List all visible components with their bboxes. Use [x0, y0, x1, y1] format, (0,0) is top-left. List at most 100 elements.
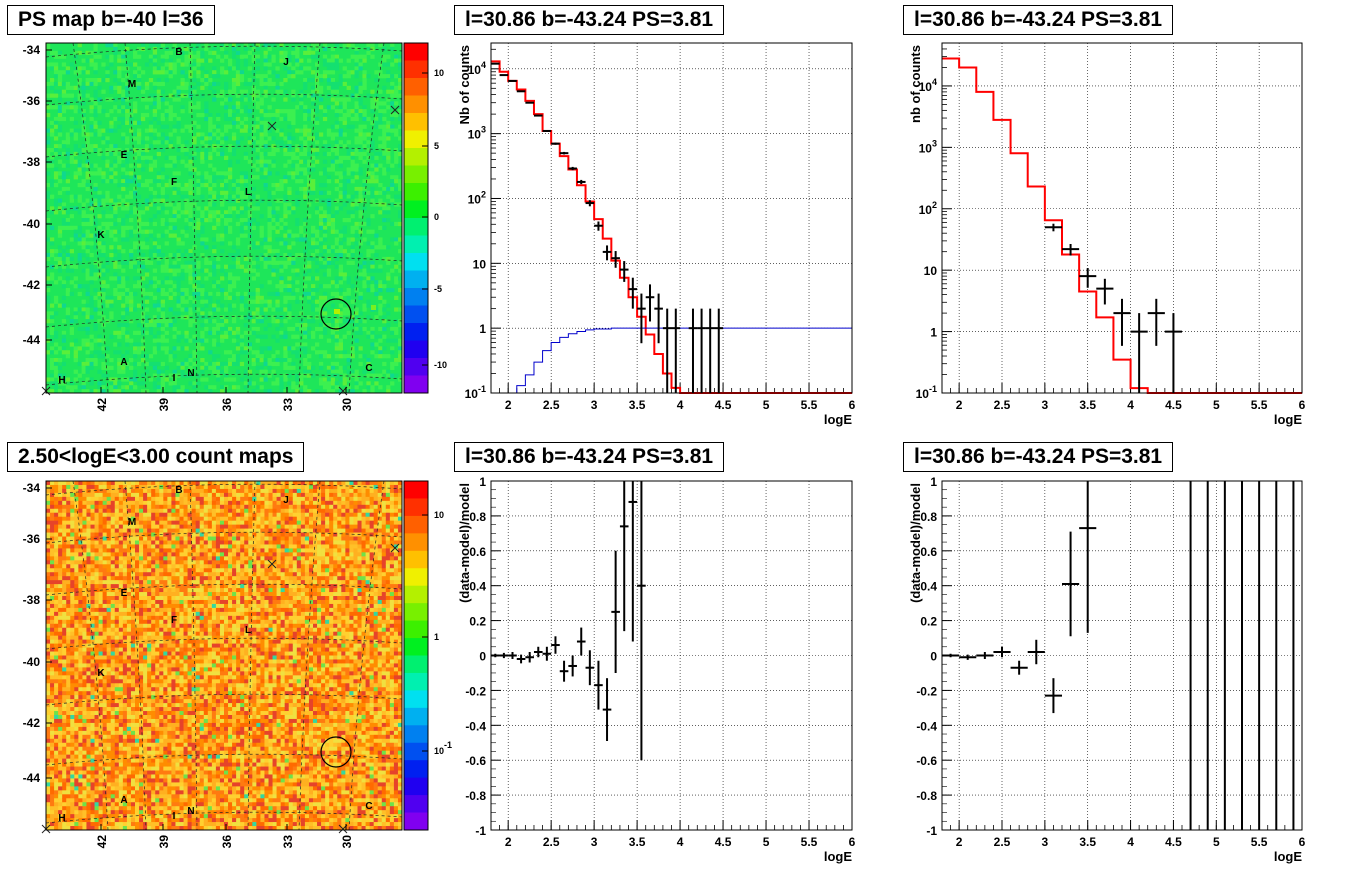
- map-pixel: [61, 241, 67, 246]
- map-pixel: [74, 584, 79, 589]
- map-pixel: [152, 43, 158, 48]
- map-pixel: [307, 260, 312, 265]
- map-pixel: [121, 58, 126, 63]
- map-pixel: [303, 389, 308, 394]
- map-pixel: [74, 782, 79, 787]
- map-pixel: [129, 171, 134, 176]
- map-pixel: [65, 151, 71, 157]
- map-pixel: [66, 786, 71, 791]
- map-pixel: [85, 276, 90, 281]
- map-pixel: [338, 272, 343, 277]
- map-pixel: [251, 120, 256, 125]
- map-pixel: [136, 284, 142, 289]
- map-pixel: [78, 603, 83, 609]
- map-pixel: [370, 330, 375, 335]
- map-pixel: [61, 373, 67, 378]
- x-tick-label: 3.5: [629, 398, 646, 412]
- map-pixel: [212, 303, 217, 308]
- map-pixel: [291, 350, 296, 355]
- map-pixel: [168, 373, 173, 378]
- map-pixel: [212, 307, 217, 312]
- map-pixel: [70, 711, 75, 716]
- map-pixel: [378, 202, 383, 207]
- map-pixel: [212, 183, 217, 188]
- map-pixel: [70, 806, 75, 811]
- map-pixel: [370, 389, 375, 394]
- map-pixel: [287, 74, 292, 79]
- map-pixel: [164, 210, 169, 215]
- map-pixel: [82, 790, 87, 795]
- map-pixel: [62, 770, 67, 775]
- map-pixel: [279, 241, 284, 246]
- map-pixel: [358, 81, 363, 87]
- colorbar-cell: [404, 358, 428, 376]
- colorbar-cell: [404, 148, 428, 166]
- map-pixel: [243, 385, 249, 390]
- map-pixel: [176, 241, 181, 246]
- map-pixel: [136, 183, 142, 188]
- map-pixel: [49, 381, 55, 386]
- map-pixel: [263, 245, 268, 250]
- y-tick-label: 10-1: [465, 384, 486, 401]
- map-pixel: [54, 659, 59, 664]
- source-label-E: E: [121, 150, 128, 161]
- map-pixel: [267, 136, 272, 141]
- map-pixel: [358, 214, 363, 219]
- map-pixel: [192, 319, 197, 324]
- map-pixel: [271, 190, 276, 195]
- map-pixel: [208, 202, 213, 207]
- map-pixel: [129, 163, 134, 168]
- map-pixel: [78, 742, 83, 748]
- map-pixel: [65, 81, 71, 87]
- map-pixel: [390, 179, 395, 184]
- map-pixel: [212, 97, 217, 102]
- map-pixel: [46, 113, 51, 118]
- map-pixel: [212, 167, 217, 172]
- map-pixel: [82, 524, 87, 529]
- map-pixel: [374, 163, 379, 168]
- map-pixel: [314, 89, 320, 94]
- map-pixel: [314, 233, 320, 238]
- map-pixel: [70, 564, 75, 569]
- map-pixel: [49, 206, 55, 211]
- map-pixel: [156, 233, 162, 238]
- map-pixel: [208, 272, 213, 277]
- map-pixel: [318, 303, 324, 308]
- map-pixel: [255, 93, 260, 98]
- map-pixel: [216, 140, 221, 145]
- map-pixel: [136, 323, 142, 328]
- map-pixel: [378, 70, 383, 75]
- map-pixel: [66, 596, 71, 601]
- map-pixel: [382, 46, 387, 52]
- map-pixel: [247, 78, 252, 83]
- map-pixel: [46, 319, 51, 324]
- map-pixel: [287, 210, 292, 215]
- map-pixel: [82, 560, 87, 565]
- map-pixel: [184, 249, 189, 254]
- map-pixel: [101, 245, 106, 250]
- map-pixel: [314, 389, 320, 394]
- map-pixel: [109, 311, 114, 316]
- map-pixel: [259, 334, 264, 339]
- map-pixel: [390, 113, 395, 118]
- map-pixel: [354, 315, 359, 320]
- map-pixel: [227, 58, 233, 63]
- map-pixel: [220, 389, 225, 394]
- map-pixel: [291, 268, 296, 273]
- map-pixel: [271, 148, 276, 153]
- map-pixel: [188, 167, 193, 172]
- map-pixel: [133, 54, 138, 59]
- map-pixel: [314, 62, 320, 67]
- map-pixel: [362, 124, 367, 129]
- map-pixel: [362, 206, 367, 211]
- map-pixel: [121, 50, 126, 55]
- map-pixel: [287, 358, 292, 363]
- map-pixel: [133, 50, 138, 55]
- map-pixel: [58, 758, 63, 763]
- map-pixel: [82, 572, 87, 577]
- map-pixel: [74, 675, 79, 680]
- map-pixel: [160, 315, 165, 320]
- map-pixel: [129, 377, 134, 382]
- map-pixel: [54, 778, 59, 783]
